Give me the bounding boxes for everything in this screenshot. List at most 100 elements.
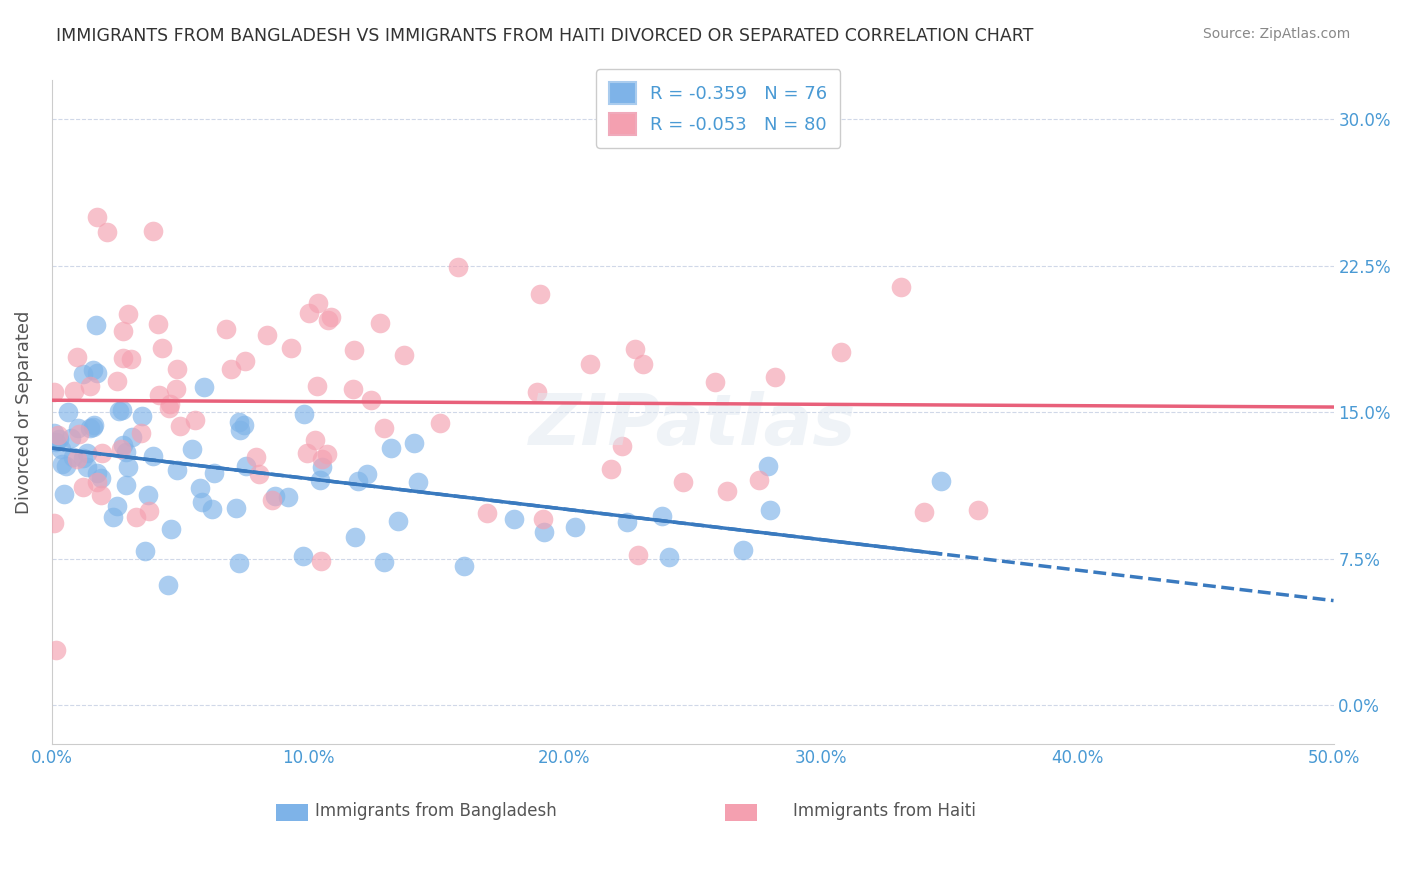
Haiti <box>280 341 302 355</box>
Haiti <box>249 467 271 482</box>
Bangladesh <box>229 423 252 437</box>
Bangladesh <box>929 474 952 488</box>
Haiti <box>90 488 112 502</box>
Haiti <box>184 412 207 426</box>
Bangladesh <box>502 512 524 526</box>
Bangladesh <box>82 420 104 434</box>
Bangladesh <box>166 462 188 476</box>
Haiti <box>304 433 326 447</box>
Haiti <box>157 401 180 416</box>
Haiti <box>111 351 134 366</box>
Haiti <box>169 418 191 433</box>
Y-axis label: Divorced or Separated: Divorced or Separated <box>15 310 32 514</box>
Bangladesh <box>101 510 124 524</box>
Bangladesh <box>134 543 156 558</box>
Bangladesh <box>346 474 368 488</box>
Bangladesh <box>59 431 82 445</box>
Bangladesh <box>48 432 70 446</box>
Haiti <box>912 505 935 519</box>
Bangladesh <box>111 402 134 417</box>
Haiti <box>150 341 173 355</box>
Bangladesh <box>564 520 586 534</box>
Legend: R = -0.359   N = 76, R = -0.053   N = 80: R = -0.359 N = 76, R = -0.053 N = 80 <box>596 70 841 147</box>
Haiti <box>219 362 242 376</box>
Bangladesh <box>45 435 67 450</box>
Bangladesh <box>188 481 211 495</box>
Haiti <box>112 324 135 338</box>
Bangladesh <box>373 555 395 569</box>
Bangladesh <box>181 442 204 456</box>
Bangladesh <box>453 558 475 573</box>
Bangladesh <box>533 525 555 540</box>
Bangladesh <box>658 549 681 564</box>
Haiti <box>90 446 112 460</box>
Haiti <box>307 296 329 310</box>
Text: Immigrants from Haiti: Immigrants from Haiti <box>793 802 976 820</box>
Haiti <box>66 452 89 467</box>
Haiti <box>373 421 395 435</box>
Bar <box>276 805 308 821</box>
Haiti <box>214 321 236 335</box>
Haiti <box>142 224 165 238</box>
Bangladesh <box>159 522 181 536</box>
Haiti <box>245 450 267 464</box>
Bangladesh <box>76 446 98 460</box>
Text: ZIPatlas: ZIPatlas <box>529 391 856 460</box>
Bangladesh <box>131 409 153 424</box>
Bangladesh <box>292 407 315 421</box>
Haiti <box>146 318 169 332</box>
Text: IMMIGRANTS FROM BANGLADESH VS IMMIGRANTS FROM HAITI DIVORCED OR SEPARATED CORREL: IMMIGRANTS FROM BANGLADESH VS IMMIGRANTS… <box>56 27 1033 45</box>
Haiti <box>297 446 319 460</box>
Bangladesh <box>72 450 94 465</box>
Haiti <box>120 351 142 366</box>
Haiti <box>46 428 69 442</box>
Bangladesh <box>51 457 73 471</box>
Bangladesh <box>235 459 257 474</box>
Bangladesh <box>86 318 108 332</box>
Haiti <box>966 502 988 516</box>
Bangladesh <box>380 441 402 455</box>
Haiti <box>159 397 181 411</box>
Haiti <box>298 306 321 320</box>
Haiti <box>63 384 86 398</box>
Haiti <box>316 313 339 327</box>
Bangladesh <box>225 501 247 516</box>
Haiti <box>165 382 187 396</box>
Haiti <box>86 475 108 489</box>
Bangladesh <box>308 473 330 487</box>
Haiti <box>578 357 600 371</box>
Bangladesh <box>51 442 73 456</box>
Haiti <box>233 353 256 368</box>
Haiti <box>307 378 329 392</box>
Bangladesh <box>136 488 159 502</box>
Haiti <box>309 554 332 568</box>
Haiti <box>342 343 364 357</box>
Haiti <box>72 480 94 494</box>
Bangladesh <box>83 418 105 433</box>
Bangladesh <box>86 366 108 380</box>
Haiti <box>66 350 89 364</box>
Bangladesh <box>277 490 299 504</box>
Haiti <box>110 442 132 457</box>
Bangladesh <box>117 460 139 475</box>
Text: Immigrants from Bangladesh: Immigrants from Bangladesh <box>315 802 557 820</box>
Haiti <box>79 378 101 392</box>
Haiti <box>105 374 128 388</box>
Bangladesh <box>82 362 104 376</box>
Bangladesh <box>311 460 333 475</box>
Bangladesh <box>191 495 214 509</box>
Haiti <box>125 510 148 524</box>
Bangladesh <box>142 450 165 464</box>
Haiti <box>392 347 415 361</box>
Haiti <box>526 385 548 400</box>
Haiti <box>370 316 392 330</box>
Bangladesh <box>731 542 754 557</box>
Bangladesh <box>201 502 224 516</box>
Haiti <box>672 475 695 490</box>
Bangladesh <box>406 475 429 489</box>
Haiti <box>44 516 66 530</box>
Bangladesh <box>228 556 250 570</box>
Haiti <box>763 370 786 384</box>
Bangladesh <box>67 421 90 435</box>
Haiti <box>703 376 725 390</box>
